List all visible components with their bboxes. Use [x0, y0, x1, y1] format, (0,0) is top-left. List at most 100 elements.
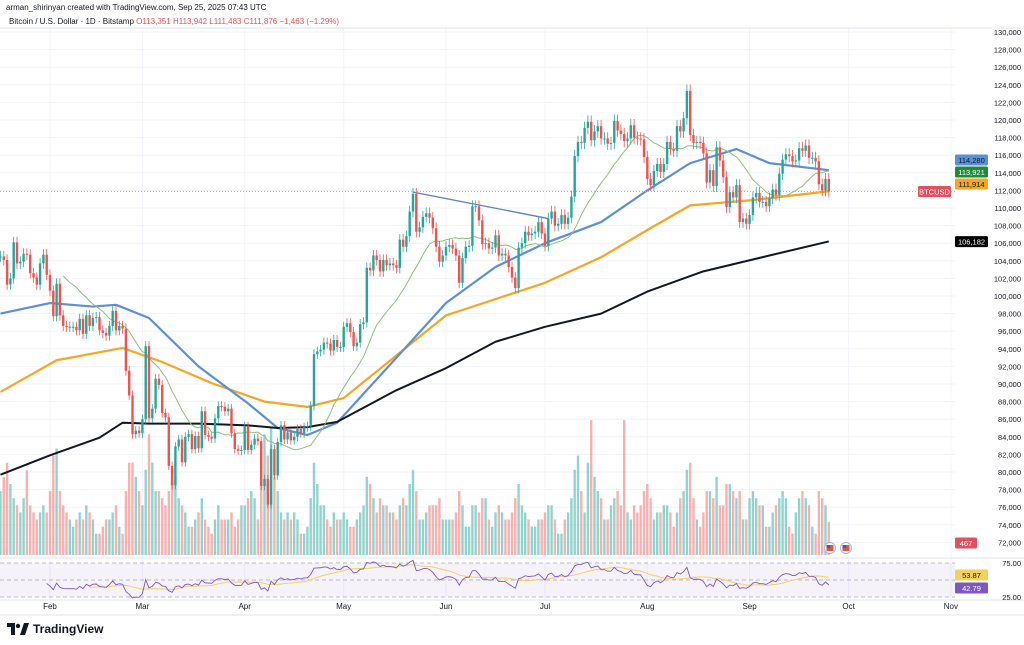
volume-bar: [283, 519, 286, 555]
candle-body: [784, 154, 788, 160]
y-tick-label: 74,000: [998, 521, 1021, 530]
volume-bar: [669, 512, 672, 555]
volume-bar: [15, 505, 19, 555]
candle-body: [177, 439, 180, 447]
volume-bar: [342, 512, 345, 555]
volume-bar: [824, 505, 827, 555]
candle-body: [481, 220, 484, 245]
candle-body: [639, 138, 642, 140]
candle-body: [25, 253, 29, 255]
volume-bar: [632, 505, 636, 555]
volume-bar: [467, 526, 471, 555]
last-price-symbol-tag: BTCUSD: [919, 187, 950, 196]
volume-bar: [114, 505, 118, 555]
candle-body: [401, 239, 405, 247]
volume-bar: [566, 512, 570, 555]
candle-body: [573, 156, 576, 197]
volume-bar: [784, 498, 788, 555]
volume-bar: [497, 505, 500, 555]
volume-bar: [484, 498, 487, 555]
candle-body: [210, 436, 213, 439]
candle-body: [662, 164, 665, 172]
candle-body: [326, 342, 329, 344]
candle-body: [444, 246, 448, 256]
volume-bar: [434, 505, 438, 555]
candle-body: [434, 228, 438, 247]
volume-bar: [170, 469, 174, 555]
ohlc-high: H113,942: [172, 17, 208, 26]
legend-ohlc: Bitcoin / U.S. Dollar · 1D · Bitstamp O1…: [9, 17, 339, 26]
chart-credit: arman_shirinyan created with TradingView…: [6, 3, 267, 12]
volume-bar: [213, 519, 217, 555]
candle-body: [517, 247, 520, 289]
candle-body: [48, 274, 52, 291]
y-tick-label: 92,000: [998, 362, 1021, 371]
volume-bar: [537, 519, 540, 555]
volume-bar: [299, 533, 302, 555]
volume-bar: [583, 512, 586, 555]
volume-bar: [263, 434, 266, 555]
volume-bar: [547, 505, 550, 555]
candle-body: [755, 193, 758, 198]
candle-body: [695, 142, 698, 143]
volume-bar: [639, 505, 642, 555]
volume-bar: [95, 533, 98, 555]
candle-body: [223, 406, 227, 412]
volume-bar: [428, 505, 431, 555]
volume-bar: [586, 462, 590, 555]
volume-bar: [665, 505, 669, 555]
candle-body: [174, 446, 177, 486]
ma-orange-tag: 111,914: [959, 180, 985, 189]
candle-body: [289, 432, 293, 441]
y-tick-label: 104,000: [994, 257, 1021, 266]
rsi-level-label: 25.00: [1002, 593, 1021, 602]
candle-body: [758, 193, 761, 202]
candle-body: [606, 138, 609, 144]
volume-bar: [735, 498, 738, 555]
y-tick-label: 118,000: [994, 134, 1021, 143]
candle-body: [550, 211, 553, 219]
volume-bar: [339, 519, 342, 555]
ohlc-close: C111,876: [243, 17, 278, 26]
volume-bar: [543, 512, 547, 555]
candle-body: [497, 235, 500, 256]
volume-bar: [62, 505, 65, 555]
candle-body: [679, 126, 682, 132]
candle-body: [570, 196, 573, 218]
candle-body: [246, 426, 250, 450]
candle-body: [345, 323, 349, 327]
volume-bar: [352, 526, 355, 555]
volume-bar: [411, 469, 415, 555]
tradingview-logo[interactable]: TradingView: [7, 622, 103, 636]
candle-body: [161, 384, 164, 414]
candle-body: [157, 378, 161, 385]
volume-bar: [233, 526, 236, 555]
candle-body: [141, 419, 144, 434]
candle-body: [151, 408, 154, 419]
candle-body: [811, 157, 814, 159]
volume-bar: [774, 505, 778, 555]
volume-bar: [75, 519, 78, 555]
ma-black-tag: 106,182: [958, 238, 985, 247]
volume-bar: [65, 512, 68, 555]
y-tick-label: 98,000: [998, 310, 1021, 319]
candle-body: [184, 436, 187, 463]
candle-body: [382, 259, 385, 272]
volume-bar: [626, 512, 629, 555]
candle-body: [164, 413, 167, 418]
candle-body: [65, 325, 68, 327]
candle-body: [530, 233, 533, 236]
volume-bar: [705, 491, 708, 555]
candle-body: [477, 206, 481, 221]
candle-body: [656, 164, 659, 172]
volume-bar: [454, 512, 458, 555]
volume-bar: [636, 512, 639, 555]
candle-body: [669, 142, 672, 150]
candle-body: [128, 370, 131, 396]
candle-body: [329, 343, 332, 351]
volume-bar: [438, 498, 441, 555]
moving-average-line: [0, 147, 829, 437]
candle-body: [283, 425, 286, 440]
volume-bar: [477, 512, 481, 555]
